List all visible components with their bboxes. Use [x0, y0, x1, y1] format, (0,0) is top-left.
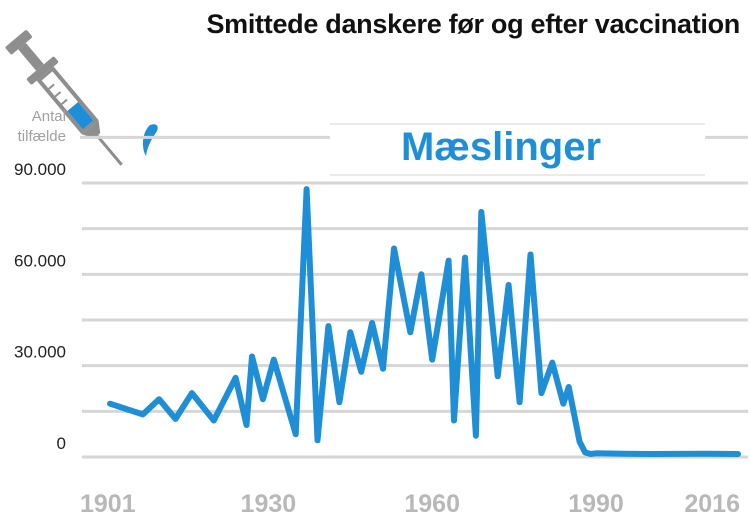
- x-tick-label: 2016: [684, 490, 740, 518]
- y-tick-label: 60.000: [14, 251, 66, 270]
- chart-title: Smittede danskere før og efter vaccinati…: [206, 9, 740, 39]
- x-tick-label: 1930: [241, 490, 297, 518]
- y-tick-labels: 0 30.000 60.000 90.000: [14, 160, 66, 453]
- x-tick-label: 1990: [568, 490, 624, 518]
- x-tick-labels: 1901 1930 1960 1990 2016: [80, 490, 740, 518]
- y-axis-label-line-1: Antal: [32, 108, 66, 125]
- y-tick-label: 30.000: [14, 343, 66, 362]
- series-group: [107, 186, 741, 457]
- x-tick-label: 1960: [404, 490, 460, 518]
- disease-label: Mæslinger: [401, 125, 601, 169]
- disease-label-box: Mæslinger: [330, 122, 705, 176]
- y-tick-label: 0: [57, 434, 66, 453]
- y-tick-label: 90.000: [14, 160, 66, 179]
- x-tick-label: 1901: [80, 490, 136, 518]
- y-axis-label-line-2: tilfælde: [18, 128, 66, 145]
- syringe-icon: [5, 30, 158, 166]
- series-line: [107, 186, 741, 457]
